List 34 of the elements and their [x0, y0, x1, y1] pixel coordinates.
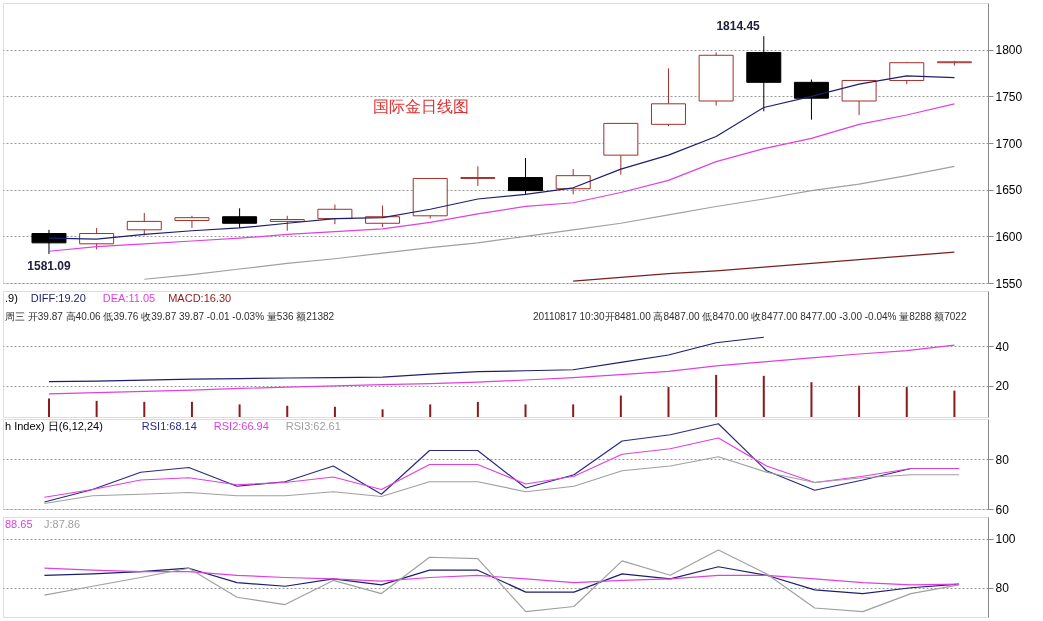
candlestick [460, 165, 496, 187]
y-tick-label: 1800 [995, 43, 1023, 58]
text: DEA:11.05 [102, 292, 156, 304]
annotation: 20110817 10:30开8481.00 高8487.00 低8470.00 收8477.00 8477.00 -3.00 -0.04% 量8288 额7022 [533, 311, 967, 322]
text: RSI2:66.94 [213, 420, 269, 432]
line-series [43, 567, 960, 586]
y-tick-label: 80 [995, 452, 1010, 467]
line-series [48, 344, 956, 395]
y-tick-label: 80 [995, 581, 1010, 596]
y-tick-label: 1750 [995, 89, 1023, 104]
text: 88.65 [5, 518, 33, 530]
y-tick-label: 20 [995, 379, 1010, 393]
line-series [43, 437, 960, 498]
y-tick-label: 60 [995, 502, 1010, 517]
candlestick [174, 215, 210, 229]
line-series [48, 336, 765, 383]
text: J:87.86 [44, 518, 81, 530]
text: RSI1:68.14 [141, 420, 197, 432]
y-tick-label: 1700 [995, 136, 1023, 151]
y-tick-label: 1550 [995, 276, 1023, 291]
annotation: 1581.09 [27, 258, 71, 273]
text: MACD:16.30 [168, 292, 232, 304]
line-series [572, 251, 956, 282]
text: DIFF:19.20 [30, 292, 86, 304]
text: 国际金日线图 [373, 98, 469, 115]
y-tick-label: 1650 [995, 183, 1023, 198]
legend-title: h Index) 日(6,12,24) [5, 420, 103, 432]
y-tick-label: 100 [995, 532, 1016, 547]
y-tick-label: 40 [995, 339, 1010, 354]
legend-title: .9) [5, 292, 18, 304]
annotation: 1814.45 [716, 19, 761, 34]
text: RSI3:62.61 [285, 420, 341, 432]
annotation: 周三 开39.87 高40.06 低39.76 收39.87 39.87 -0.01 -0.03% 量536 额21382 [5, 311, 335, 322]
y-tick-label: 1600 [995, 229, 1023, 244]
